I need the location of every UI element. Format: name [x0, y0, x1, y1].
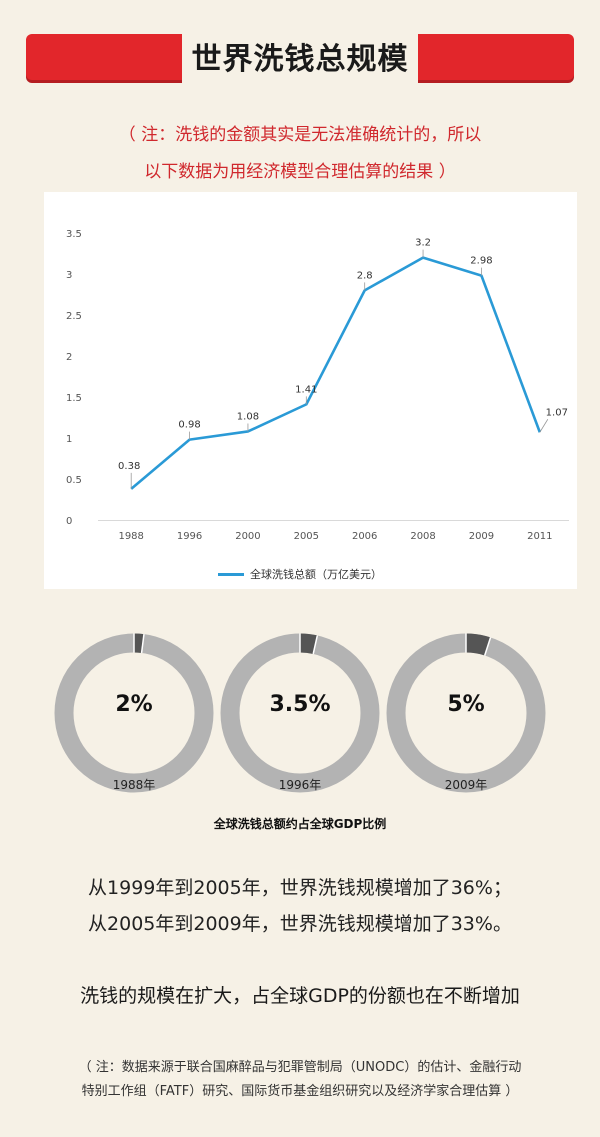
donut-year: 1988年 — [112, 778, 156, 792]
data-label: 1.41 — [295, 384, 317, 395]
legend-swatch — [218, 572, 244, 576]
x-tick-label: 2008 — [410, 531, 435, 542]
x-tick-label: 2005 — [294, 531, 319, 542]
donut-percent: 5% — [447, 692, 485, 717]
donut-share-segment — [299, 633, 318, 655]
donut-separator — [140, 634, 145, 654]
x-tick-label: 2006 — [352, 531, 377, 542]
title-banner: 世界洗钱总规模 — [0, 28, 600, 88]
source-note-line2: 特别工作组（FATF）研究、国际货币基金组织研究以及经济学家合理估算 ） — [81, 1084, 519, 1099]
estimate-note-line1: （ 注：洗钱的金额其实是无法准确统计的，所以 — [118, 125, 482, 145]
data-label: 2.98 — [470, 256, 492, 267]
donut-1996: 3.5% 1996年 — [217, 630, 383, 796]
x-tick-label: 2009 — [469, 531, 494, 542]
donut-percent: 3.5% — [269, 692, 331, 717]
donut-year: 2009年 — [444, 778, 488, 792]
stat-line-1: 从1999年到2005年，世界洗钱规模增加了36%； — [88, 877, 512, 899]
x-tick-label: 1996 — [177, 531, 202, 542]
y-tick-label: 2 — [66, 352, 72, 363]
donut-separator — [483, 637, 492, 656]
data-label: 1.07 — [546, 407, 568, 418]
stat-line-2: 从2005年到2009年，世界洗钱规模增加了33%。 — [88, 913, 512, 935]
donut-share-segment — [133, 633, 144, 653]
data-label-leader — [539, 419, 549, 433]
series-line — [130, 256, 542, 490]
donut-2009: 5% 2009年 — [383, 630, 549, 796]
donut-ring — [54, 633, 214, 793]
donut-1988: 2% 1988年 — [51, 630, 217, 796]
x-tick-label: 2000 — [235, 531, 260, 542]
x-tick-label: 1988 — [118, 531, 143, 542]
x-tick-label: 2011 — [527, 531, 552, 542]
banner-title-box: 世界洗钱总规模 — [182, 28, 418, 84]
donut-ring — [386, 633, 546, 793]
donut-ring — [220, 633, 380, 793]
donut-caption: 全球洗钱总额约占全球GDP比例 — [213, 817, 387, 831]
y-tick-label: 1 — [66, 434, 72, 445]
donut-share-segment — [465, 633, 491, 656]
source-note-line1: （ 注：数据来源于联合国麻醉品与犯罪管制局（UNODC）的估计、金融行动 — [78, 1060, 522, 1075]
data-label: 0.38 — [118, 461, 140, 472]
y-tick-label: 2.5 — [66, 311, 82, 322]
y-tick-label: 0 — [66, 516, 72, 527]
donut-separator — [312, 635, 319, 655]
y-tick-label: 3.5 — [66, 229, 82, 240]
y-tick-label: 1.5 — [66, 393, 82, 404]
y-tick-label: 3 — [66, 270, 72, 281]
line-chart: 0 0.5 1 1.5 2 2.5 3 3.5 1988 1996 2000 2005 2006 2008… — [66, 229, 569, 542]
chart-legend: 全球洗钱总额（万亿美元） — [0, 566, 600, 582]
data-label: 0.98 — [178, 420, 200, 431]
data-label: 3.2 — [415, 238, 431, 249]
donut-year: 1996年 — [278, 778, 322, 792]
donut-percent: 2% — [115, 692, 153, 717]
estimate-note-line2: 以下数据为用经济模型合理估算的结果 ） — [144, 162, 456, 182]
line-chart-panel: 0 0.5 1 1.5 2 2.5 3 3.5 1988 1996 2000 2005 2006 2008… — [44, 192, 577, 589]
data-label: 1.08 — [237, 411, 259, 422]
data-label: 2.8 — [357, 270, 373, 281]
y-tick-label: 0.5 — [66, 475, 82, 486]
conclusion-text: 洗钱的规模在扩大，占全球GDP的份额也在不断增加 — [80, 985, 520, 1007]
page-title: 世界洗钱总规模 — [191, 42, 409, 77]
legend-label: 全球洗钱总额（万亿美元） — [250, 568, 382, 581]
